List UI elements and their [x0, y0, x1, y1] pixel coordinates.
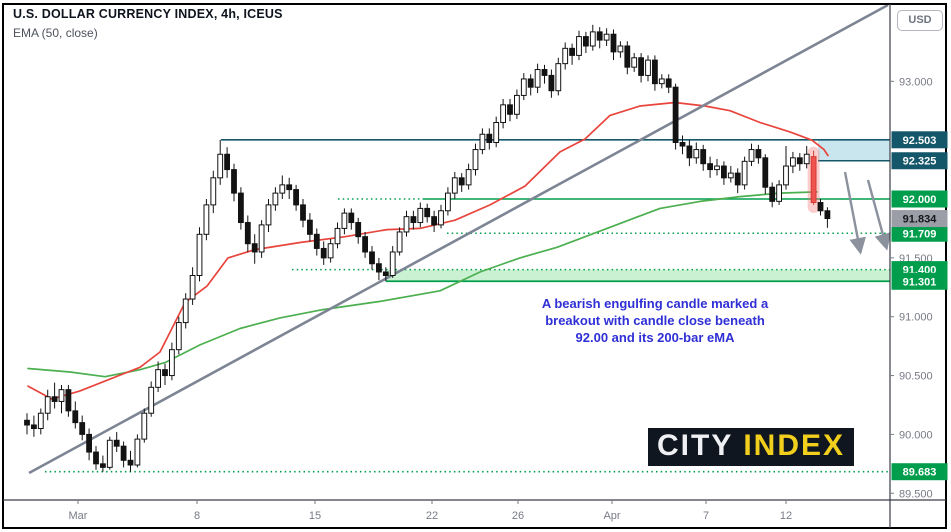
candlesticks	[24, 24, 831, 472]
time-axis[interactable]: Mar 8 15 22 26 Apr 7 12	[69, 500, 793, 522]
svg-text:92.325: 92.325	[903, 156, 937, 168]
ema-200-line[interactable]	[27, 191, 818, 378]
svg-text:90.000: 90.000	[899, 429, 933, 441]
svg-text:12: 12	[780, 510, 792, 522]
svg-text:Mar: Mar	[69, 510, 88, 522]
annotation-line: A bearish engulfing candle marked a	[541, 296, 769, 311]
chart-title: U.S. DOLLAR CURRENCY INDEX, 4h, ICEUS	[13, 7, 283, 21]
svg-text:92.503: 92.503	[903, 135, 937, 147]
title-block: U.S. DOLLAR CURRENCY INDEX, 4h, ICEUS EM…	[13, 6, 283, 41]
annotation-line: 92.00 and its 200-bar eMA	[575, 330, 735, 345]
svg-text:Apr: Apr	[603, 510, 620, 522]
svg-text:90.500: 90.500	[899, 371, 933, 383]
support-zone	[386, 269, 890, 282]
svg-text:7: 7	[703, 510, 709, 522]
indicator-label[interactable]: EMA (50, close)	[13, 25, 98, 40]
currency-unit-badge[interactable]: USD	[897, 10, 943, 31]
annotation-line: breakout with candle close beneath	[545, 313, 765, 328]
svg-text:89.683: 89.683	[903, 467, 937, 479]
resistance-zone	[818, 139, 890, 161]
logo-index: INDEX	[743, 429, 846, 462]
svg-text:8: 8	[194, 510, 200, 522]
ema-50-line[interactable]	[27, 101, 829, 400]
svg-text:92.000: 92.000	[903, 194, 937, 206]
svg-text:15: 15	[309, 510, 321, 522]
trendline[interactable]	[28, 3, 889, 475]
svg-text:93.000: 93.000	[899, 76, 933, 88]
price-zones	[386, 139, 890, 282]
price-axis[interactable]: 93.00091.50091.00090.50090.00089.50092.5…	[890, 76, 948, 500]
svg-text:22: 22	[426, 510, 438, 522]
svg-text:91.709: 91.709	[903, 228, 937, 240]
analyst-annotation: A bearish engulfing candle marked a brea…	[515, 295, 795, 346]
logo-city: CITY	[657, 429, 734, 462]
svg-text:91.000: 91.000	[899, 312, 933, 324]
city-index-logo: CITY INDEX	[648, 428, 855, 466]
svg-text:91.301: 91.301	[903, 276, 937, 288]
svg-text:89.500: 89.500	[899, 488, 933, 500]
svg-text:91.834: 91.834	[903, 214, 938, 226]
svg-text:26: 26	[512, 510, 524, 522]
projection-arrows[interactable]	[843, 171, 891, 255]
